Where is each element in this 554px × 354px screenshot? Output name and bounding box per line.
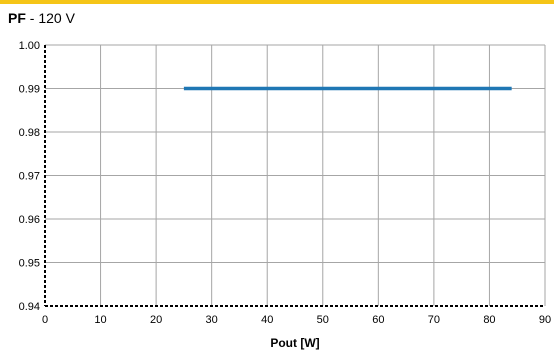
y-tick-label-0.98: 0.98 — [19, 127, 40, 139]
y-tick-label-0.96: 0.96 — [19, 214, 40, 226]
y-tick-label-0.97: 0.97 — [19, 171, 40, 183]
x-tick-label-40: 40 — [261, 314, 273, 326]
chart-title-rest: - 120 V — [25, 10, 75, 26]
x-tick-label-10: 10 — [94, 314, 106, 326]
chart-title: PF - 120 V — [8, 10, 75, 26]
grid — [45, 44, 546, 306]
x-axis-title: Pout [W] — [270, 336, 319, 350]
x-tick-label-80: 80 — [483, 314, 495, 326]
axes — [44, 45, 545, 307]
tick-labels: 0 10 20 30 40 50 60 70 80 90 0.94 0.95 0.96 0.97 0.98 0… — [19, 40, 552, 326]
x-tick-label-30: 30 — [206, 314, 218, 326]
x-tick-label-20: 20 — [150, 314, 162, 326]
y-tick-label-1.00: 1.00 — [19, 40, 40, 52]
x-tick-label-60: 60 — [372, 314, 384, 326]
y-tick-label-0.94: 0.94 — [19, 301, 40, 313]
header-accent-bar — [0, 0, 554, 4]
y-tick-label-0.99: 0.99 — [19, 84, 40, 96]
x-tick-label-0: 0 — [42, 314, 48, 326]
x-tick-label-50: 50 — [317, 314, 329, 326]
chart-title-bold: PF — [8, 10, 26, 26]
x-tick-label-70: 70 — [428, 314, 440, 326]
y-tick-label-0.95: 0.95 — [19, 258, 40, 270]
x-tick-label-90: 90 — [539, 314, 551, 326]
